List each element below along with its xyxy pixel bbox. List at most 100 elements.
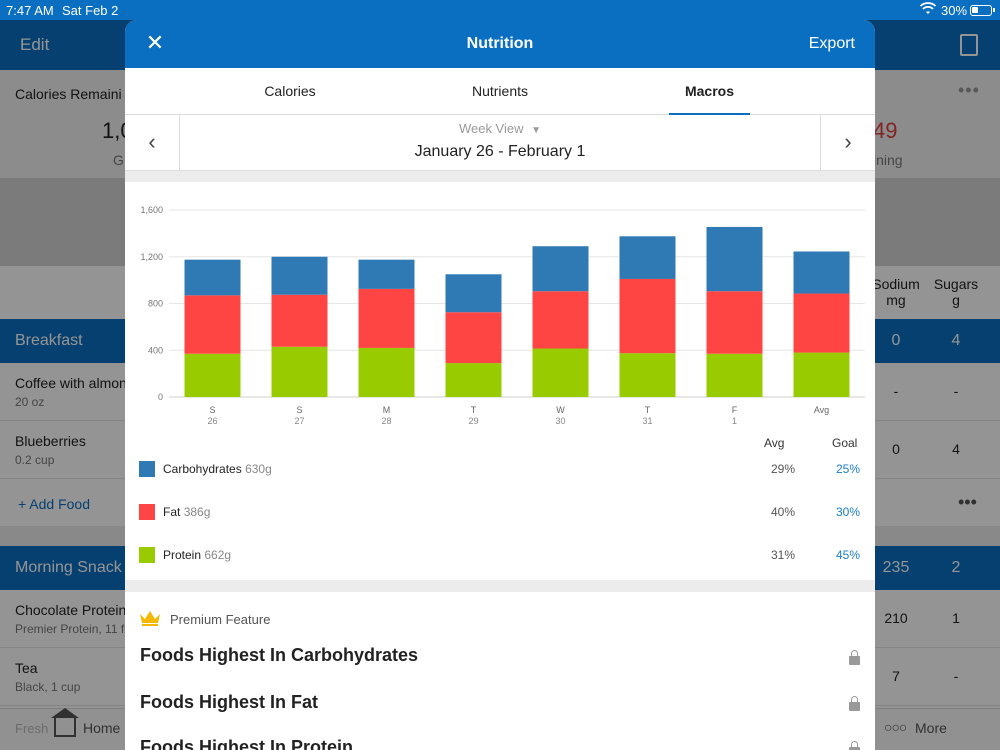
- x-tick-day: M: [383, 405, 391, 415]
- calories-remaining-label: Calories Remaini: [15, 86, 122, 102]
- close-icon[interactable]: ✕: [145, 30, 165, 55]
- food-sugars: 1: [952, 610, 960, 626]
- fat-swatch: [139, 504, 155, 520]
- crown-icon: [140, 611, 160, 626]
- bar-segment-protein: [706, 353, 763, 397]
- food-name: Tea: [15, 660, 38, 676]
- meal-name: Breakfast: [15, 332, 83, 349]
- tab-nutrients[interactable]: Nutrients: [471, 83, 529, 99]
- premium-feature-label: Premium Feature: [170, 612, 271, 627]
- x-tick-date: 27: [294, 416, 304, 426]
- meal-options-icon[interactable]: •••: [958, 492, 977, 512]
- bar-segment-protein: [445, 363, 502, 397]
- y-tick-label: 1,200: [140, 252, 163, 262]
- premium-section: Premium Feature Foods Highest In Carbohy…: [125, 592, 875, 750]
- bar-segment-carbohydrates: [706, 226, 763, 292]
- status-date: Sat Feb 2: [62, 3, 119, 18]
- macro-label: Carbohydrates 630g: [163, 462, 272, 476]
- bar-segment-fat: [445, 312, 502, 364]
- macro-row-fat: Fat 386g 40% 30%: [125, 502, 875, 522]
- bar-segment-carbohydrates: [619, 236, 676, 279]
- macro-label: Protein 662g: [163, 548, 231, 562]
- remaining-value: 49: [873, 118, 898, 143]
- more-options-icon[interactable]: •••: [958, 80, 980, 100]
- x-tick-date: 29: [468, 416, 478, 426]
- x-tick-day: T: [645, 405, 651, 415]
- home-icon[interactable]: [51, 708, 79, 737]
- foods-highest-fat[interactable]: Foods Highest In Fat: [140, 692, 318, 712]
- modal-header: ✕ Nutrition Export: [125, 20, 875, 68]
- x-tick-date: 31: [642, 416, 652, 426]
- nutrition-modal: ✕ Nutrition Export Calories Nutrients Ma…: [125, 20, 875, 750]
- food-serving: Premier Protein, 11 fl: [15, 622, 127, 636]
- x-tick-day: W: [556, 405, 565, 415]
- bar-segment-protein: [184, 353, 241, 397]
- column-sodium: Sodium mg: [872, 276, 920, 308]
- add-food-button[interactable]: + Add Food: [18, 496, 91, 512]
- tab-more[interactable]: More: [915, 720, 947, 736]
- food-sugars: 4: [952, 441, 960, 457]
- food-sodium: -: [893, 383, 899, 399]
- bar-segment-carbohydrates: [793, 251, 850, 294]
- y-tick-label: 400: [148, 345, 163, 355]
- edit-button[interactable]: Edit: [20, 35, 50, 54]
- bar-segment-fat: [532, 291, 589, 349]
- chevron-left-icon[interactable]: ‹: [125, 115, 180, 170]
- foods-highest-protein[interactable]: Foods Highest In Protein: [140, 737, 354, 750]
- chevron-right-icon[interactable]: ›: [820, 115, 875, 170]
- bar-segment-protein: [532, 348, 589, 397]
- column-sugars-label: Sugars: [933, 276, 979, 292]
- macro-name: Fat: [163, 505, 181, 519]
- meal-sugars: 4: [951, 332, 961, 349]
- food-name: Blueberries: [15, 433, 86, 449]
- y-tick-label: 1,600: [140, 205, 163, 215]
- x-tick-date: 28: [381, 416, 391, 426]
- remaining-label: ining: [873, 152, 903, 168]
- tab-calories[interactable]: Calories: [264, 83, 316, 99]
- meal-sodium: 0: [891, 332, 901, 349]
- food-name: Chocolate Protein: [15, 602, 127, 618]
- macro-avg: 40%: [770, 505, 795, 519]
- bar-segment-carbohydrates: [532, 246, 589, 292]
- foods-highest-carbohydrates[interactable]: Foods Highest In Carbohydrates: [140, 645, 419, 665]
- more-icon[interactable]: ○○○: [884, 719, 907, 735]
- avg-header: Avg: [764, 436, 785, 450]
- macro-name: Carbohydrates: [163, 462, 242, 476]
- food-sodium: 0: [892, 441, 900, 457]
- x-tick-date: 26: [207, 416, 217, 426]
- column-sugars-unit: g: [952, 292, 960, 308]
- bar-segment-fat: [358, 288, 415, 348]
- goal-header: Goal: [832, 436, 858, 450]
- meal-name: Morning Snack: [15, 559, 122, 576]
- column-sodium-unit: mg: [886, 292, 906, 308]
- bar-segment-protein: [271, 346, 328, 397]
- bar-segment-protein: [619, 353, 676, 397]
- macros-chart-card: 0 400 800 1,200 1,600 S 26 S 27 M 28 T 29 W 30 T 31 F 1 Avg…: [125, 182, 875, 580]
- macro-goal[interactable]: 25%: [835, 462, 860, 476]
- fresh-label: Fresh: [15, 721, 49, 736]
- macro-grams: 662g: [204, 548, 232, 562]
- week-navigator: ‹ Week View ▼ January 26 - February 1 ›: [125, 115, 875, 171]
- macro-grams: 386g: [183, 505, 211, 519]
- meal-sodium: 235: [882, 559, 910, 576]
- macro-goal[interactable]: 30%: [835, 505, 860, 519]
- food-serving: 20 oz: [15, 395, 45, 409]
- food-sodium: 210: [884, 610, 908, 626]
- report-icon[interactable]: [960, 34, 978, 56]
- export-button[interactable]: Export: [808, 35, 855, 52]
- lock-icon: [849, 696, 860, 711]
- nutrition-tabs: Calories Nutrients Macros: [125, 68, 875, 115]
- wifi-icon: [920, 2, 936, 14]
- y-tick-label: 800: [148, 299, 163, 309]
- tab-home[interactable]: Home: [83, 720, 121, 736]
- tab-macros[interactable]: Macros: [669, 68, 750, 115]
- x-tick-day: S: [296, 405, 302, 415]
- bar-segment-fat: [184, 295, 241, 354]
- week-view-dropdown[interactable]: Week View ▼: [125, 121, 875, 136]
- modal-title: Nutrition: [466, 35, 534, 52]
- food-sugars: -: [953, 668, 959, 684]
- macro-goal[interactable]: 45%: [835, 548, 860, 562]
- macro-label: Fat 386g: [163, 505, 210, 519]
- bar-segment-carbohydrates: [184, 259, 241, 296]
